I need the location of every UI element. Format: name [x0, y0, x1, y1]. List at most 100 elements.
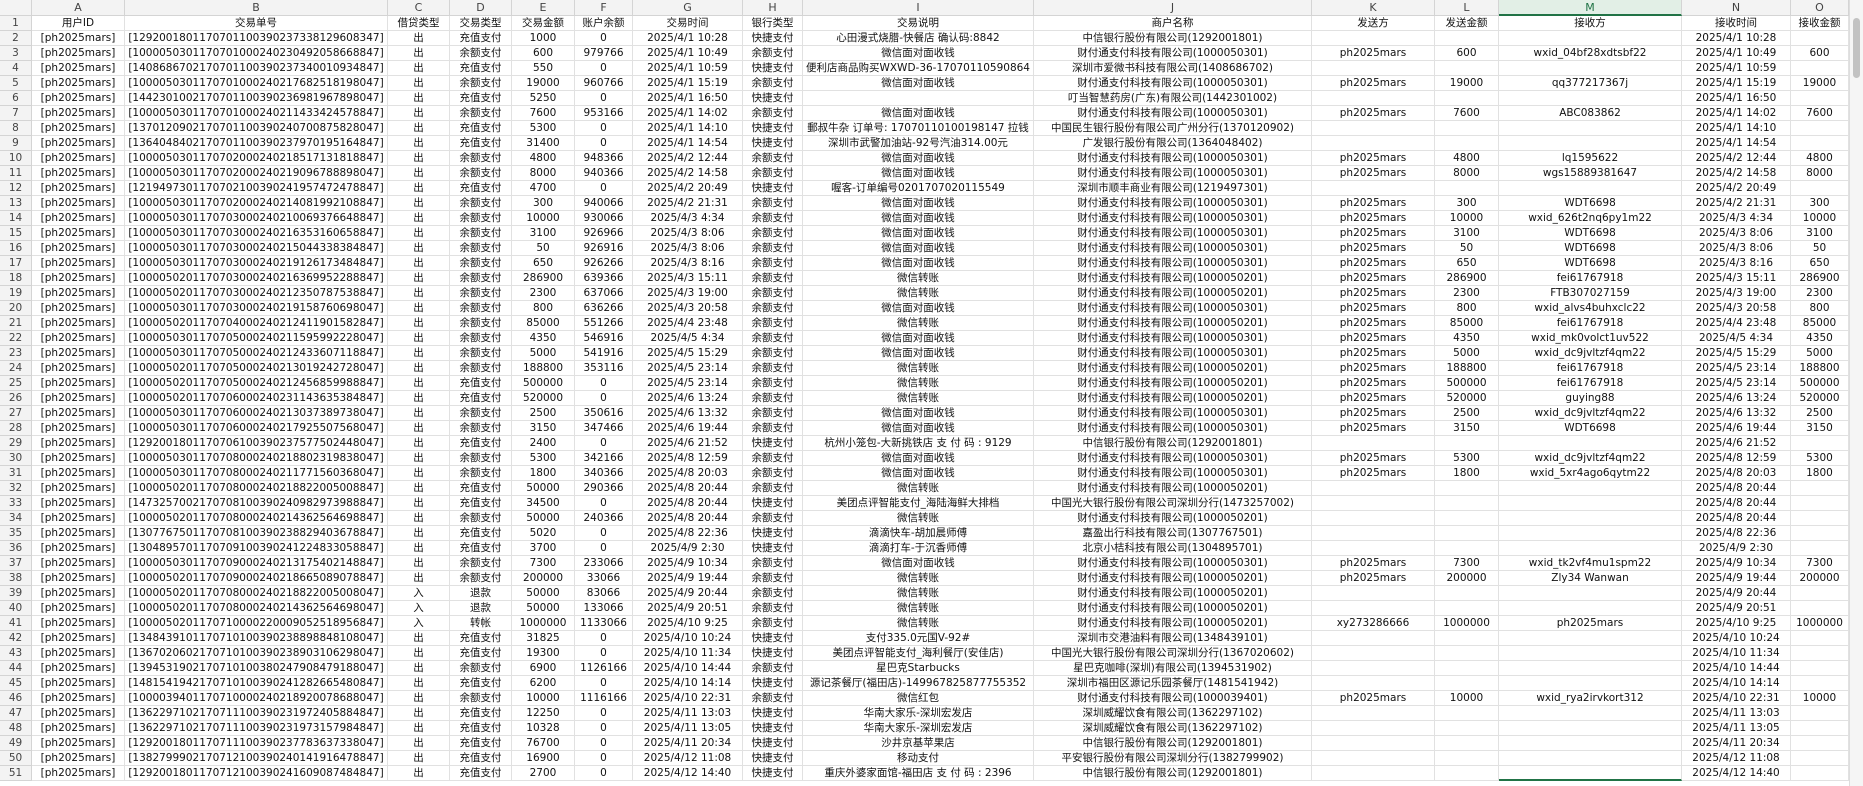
- table-cell[interactable]: [1312, 31, 1435, 46]
- table-cell[interactable]: 2025/4/5 4:34: [1682, 331, 1791, 346]
- table-cell[interactable]: [ph2025mars]: [32, 301, 125, 316]
- table-cell[interactable]: 0: [575, 496, 633, 511]
- table-cell[interactable]: [ph2025mars]: [32, 661, 125, 676]
- table-cell[interactable]: 充值支付: [450, 646, 512, 661]
- table-cell[interactable]: [1791, 751, 1849, 766]
- table-cell[interactable]: 19000: [512, 76, 575, 91]
- table-cell[interactable]: 微信转账: [803, 361, 1034, 376]
- table-cell[interactable]: 余额支付: [743, 661, 803, 676]
- table-cell[interactable]: 541916: [575, 346, 633, 361]
- table-cell[interactable]: 2025/4/6 13:24: [633, 391, 743, 406]
- table-cell[interactable]: 中国光大银行股份有限公司深圳分行(1367020602): [1034, 646, 1312, 661]
- table-cell[interactable]: [1312, 121, 1435, 136]
- table-cell[interactable]: 5300: [512, 451, 575, 466]
- table-cell[interactable]: 余额支付: [743, 601, 803, 616]
- table-cell[interactable]: 0: [575, 676, 633, 691]
- table-cell[interactable]: 微信面对面收钱: [803, 196, 1034, 211]
- table-cell[interactable]: 2025/4/1 14:02: [1682, 106, 1791, 121]
- table-cell[interactable]: [1791, 121, 1849, 136]
- table-cell[interactable]: 快捷支付: [743, 496, 803, 511]
- table-cell[interactable]: 600: [512, 46, 575, 61]
- table-cell[interactable]: [ph2025mars]: [32, 181, 125, 196]
- table-cell[interactable]: 353116: [575, 361, 633, 376]
- table-cell[interactable]: [1312, 661, 1435, 676]
- table-cell[interactable]: 微信面对面收钱: [803, 106, 1034, 121]
- table-cell[interactable]: 10000: [512, 691, 575, 706]
- table-cell[interactable]: [1000050201170705000240213019242728047]: [125, 361, 388, 376]
- table-cell[interactable]: 微信转账: [803, 286, 1034, 301]
- table-cell[interactable]: 2700: [512, 766, 575, 781]
- table-cell[interactable]: 2025/4/9 10:34: [1682, 556, 1791, 571]
- table-cell[interactable]: 2025/4/9 20:51: [633, 601, 743, 616]
- table-cell[interactable]: [1000050201170708000240214362564698847]: [125, 511, 388, 526]
- table-cell[interactable]: 出: [388, 526, 450, 541]
- table-cell[interactable]: [ph2025mars]: [32, 31, 125, 46]
- table-cell[interactable]: 财付通支付科技有限公司(1000050301): [1034, 466, 1312, 481]
- table-cell[interactable]: 出: [388, 121, 450, 136]
- table-cell[interactable]: [1499, 676, 1682, 691]
- table-cell[interactable]: 300: [512, 196, 575, 211]
- table-cell[interactable]: [ph2025mars]: [32, 271, 125, 286]
- table-cell[interactable]: [1000050301170701000240217682518198047]: [125, 76, 388, 91]
- table-cell[interactable]: 快捷支付: [743, 181, 803, 196]
- table-cell[interactable]: [ph2025mars]: [32, 526, 125, 541]
- table-cell[interactable]: 微信转账: [803, 571, 1034, 586]
- table-cell[interactable]: wxid_alvs4buhxclc22: [1499, 301, 1682, 316]
- table-cell[interactable]: 微信面对面收钱: [803, 166, 1034, 181]
- table-cell[interactable]: 2300: [1791, 286, 1849, 301]
- table-cell[interactable]: 2025/4/3 19:00: [1682, 286, 1791, 301]
- table-cell[interactable]: 2025/4/3 8:16: [1682, 256, 1791, 271]
- table-cell[interactable]: 余额支付: [450, 106, 512, 121]
- table-cell[interactable]: [1499, 91, 1682, 106]
- table-cell[interactable]: 余额支付: [450, 661, 512, 676]
- table-cell[interactable]: 余额支付: [743, 316, 803, 331]
- table-cell[interactable]: 充值支付: [450, 526, 512, 541]
- table-cell[interactable]: [1499, 121, 1682, 136]
- table-cell[interactable]: ph2025mars: [1312, 151, 1435, 166]
- table-cell[interactable]: 7600: [512, 106, 575, 121]
- table-cell[interactable]: 余额支付: [743, 76, 803, 91]
- table-cell[interactable]: [1791, 586, 1849, 601]
- row-number[interactable]: 1: [0, 16, 32, 31]
- table-cell[interactable]: 233066: [575, 556, 633, 571]
- table-cell[interactable]: [1312, 181, 1435, 196]
- table-cell[interactable]: 余额支付: [743, 196, 803, 211]
- table-cell[interactable]: 350616: [575, 406, 633, 421]
- table-cell[interactable]: 2025/4/12 11:08: [1682, 751, 1791, 766]
- table-cell[interactable]: 500000: [1791, 376, 1849, 391]
- table-cell[interactable]: 2025/4/9 10:34: [633, 556, 743, 571]
- table-cell[interactable]: 5250: [512, 91, 575, 106]
- table-cell[interactable]: [1791, 736, 1849, 751]
- table-cell[interactable]: 340366: [575, 466, 633, 481]
- table-cell[interactable]: 移动支付: [803, 751, 1034, 766]
- table-cell[interactable]: [1312, 736, 1435, 751]
- column-header[interactable]: G: [633, 0, 743, 16]
- table-cell[interactable]: 财付通支付科技有限公司(1000039401): [1034, 691, 1312, 706]
- table-cell[interactable]: 余额支付: [743, 106, 803, 121]
- table-cell[interactable]: 充值支付: [450, 136, 512, 151]
- table-cell[interactable]: 充值支付: [450, 736, 512, 751]
- table-cell[interactable]: 3700: [512, 541, 575, 556]
- table-cell[interactable]: [1435, 676, 1499, 691]
- table-cell[interactable]: 6900: [512, 661, 575, 676]
- table-cell[interactable]: 85000: [1791, 316, 1849, 331]
- table-cell[interactable]: 0: [575, 751, 633, 766]
- table-cell[interactable]: 余额支付: [743, 301, 803, 316]
- table-cell[interactable]: guying88: [1499, 391, 1682, 406]
- table-cell[interactable]: 0: [575, 526, 633, 541]
- table-cell[interactable]: [1791, 631, 1849, 646]
- table-cell[interactable]: [ph2025mars]: [32, 121, 125, 136]
- table-cell[interactable]: 出: [388, 46, 450, 61]
- header-cell[interactable]: 交易金额: [512, 16, 575, 31]
- table-cell[interactable]: 2025/4/10 11:34: [1682, 646, 1791, 661]
- table-cell[interactable]: 133066: [575, 601, 633, 616]
- row-number[interactable]: 4: [0, 61, 32, 76]
- table-cell[interactable]: wxid_rya2irvkort312: [1499, 691, 1682, 706]
- table-cell[interactable]: 2025/4/2 14:58: [633, 166, 743, 181]
- table-cell[interactable]: WDT6698: [1499, 196, 1682, 211]
- table-cell[interactable]: 财付通支付科技有限公司(1000050201): [1034, 391, 1312, 406]
- table-cell[interactable]: 充值支付: [450, 61, 512, 76]
- table-cell[interactable]: 10000: [1435, 211, 1499, 226]
- table-cell[interactable]: 2025/4/9 2:30: [1682, 541, 1791, 556]
- table-cell[interactable]: 余额支付: [743, 331, 803, 346]
